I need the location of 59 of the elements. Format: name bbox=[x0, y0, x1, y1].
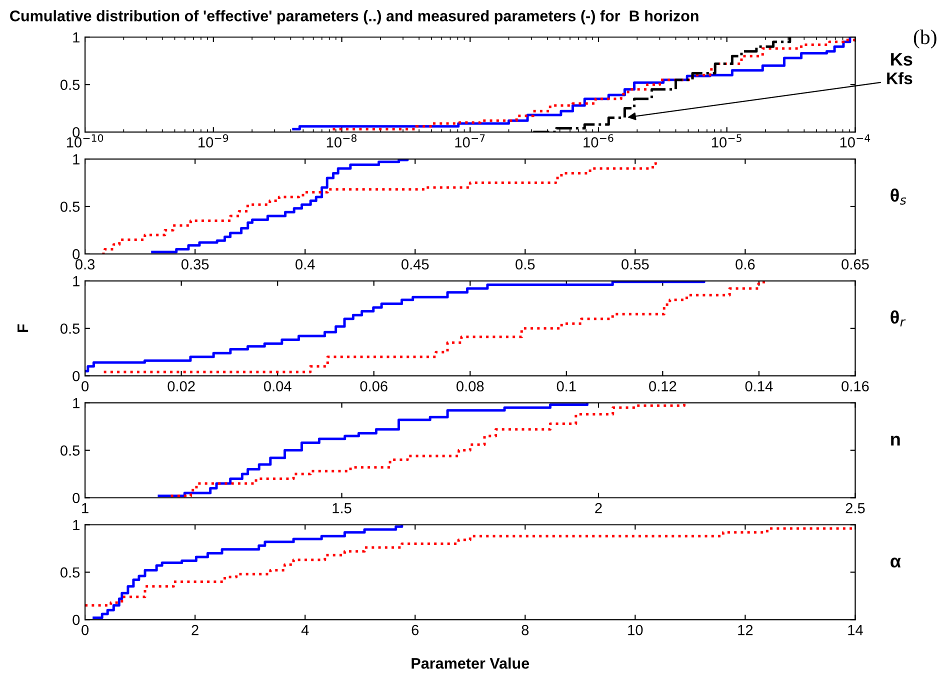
x-tick-label: 1.5 bbox=[332, 503, 352, 514]
x-tick-label: 8 bbox=[522, 624, 529, 636]
x-tick-label: 4 bbox=[301, 625, 309, 636]
x-tick-label: 10$^{−4}$ bbox=[840, 134, 870, 148]
x-tick-label: 0.5 bbox=[516, 259, 535, 270]
x-tick-label: 0.6 bbox=[736, 259, 755, 270]
x-tick-label: 0.45 bbox=[402, 259, 429, 270]
chart-title: Cumulative distribution of 'effective' parameters (..) and measured parameters (-) for B horizon bbox=[10, 10, 698, 24]
text: α bbox=[890, 558, 901, 568]
x-tick-label: 0.04 bbox=[264, 381, 292, 392]
x-tick-label: 0.14 bbox=[745, 381, 773, 392]
x-tick-label: 0.4 bbox=[296, 259, 315, 270]
text: Ks bbox=[891, 53, 912, 66]
y-tick-label: 1 bbox=[73, 154, 80, 164]
x-tick-label: 0 bbox=[82, 624, 89, 636]
x-tick-label: 0.55 bbox=[622, 259, 649, 270]
y-tick-label: 1 bbox=[73, 520, 80, 530]
x-tick-label: 0.08 bbox=[456, 381, 484, 392]
x-tick-label: 0.1 bbox=[556, 381, 576, 392]
y-tick-label: 1 bbox=[73, 32, 80, 42]
y-tick-label: 0.5 bbox=[60, 323, 80, 334]
y-axis-title: F bbox=[18, 324, 28, 332]
x-tick-label: 0.06 bbox=[360, 381, 388, 392]
y-tick-label: 0 bbox=[72, 249, 80, 260]
x-tick-label: 6 bbox=[412, 624, 419, 636]
x-axis-title: Parameter Value bbox=[412, 658, 530, 669]
x-tick-label: 0.35 bbox=[181, 259, 209, 270]
x-tick-label: 0.3 bbox=[75, 259, 95, 270]
x-tick-label: 2 bbox=[595, 502, 602, 514]
y-tick-label: 0.5 bbox=[60, 80, 80, 90]
y-tick-label: 0 bbox=[72, 492, 80, 504]
y-tick-label: 0.5 bbox=[60, 567, 80, 578]
x-tick-label: 2.5 bbox=[846, 502, 865, 514]
text: (b) bbox=[914, 30, 936, 48]
x-tick-label: 10$^{−7}$ bbox=[455, 134, 485, 148]
x-tick-label: 0.16 bbox=[842, 381, 869, 392]
y-tick-label: 0 bbox=[72, 614, 80, 626]
y-tick-label: 1 bbox=[73, 398, 80, 408]
x-tick-label: 10$^{−6}$ bbox=[584, 134, 614, 148]
x-tick-label: 2 bbox=[192, 624, 198, 636]
x-tick-label: 0.65 bbox=[842, 259, 869, 270]
y-tick-label: 0.5 bbox=[60, 202, 80, 212]
x-tick-label: 14 bbox=[848, 625, 863, 636]
x-tick-label: 10$^{−8}$ bbox=[326, 134, 357, 148]
x-tick-label: 0.12 bbox=[649, 381, 676, 392]
annotation: Kfs bbox=[887, 72, 912, 84]
x-tick-label: 10$^{−5}$ bbox=[712, 134, 742, 148]
text: θ$_{r}$ bbox=[890, 310, 906, 326]
y-tick-label: 1 bbox=[73, 276, 80, 286]
text: n bbox=[891, 436, 900, 446]
y-tick-label: 0.5 bbox=[60, 445, 80, 456]
x-tick-label: 12 bbox=[738, 624, 753, 636]
x-tick-label: 0 bbox=[82, 381, 89, 392]
x-tick-label: 1 bbox=[82, 503, 88, 514]
text: θ$_{s}$ bbox=[890, 188, 906, 205]
x-tick-label: 0.02 bbox=[168, 381, 195, 392]
x-tick-label: 10 bbox=[628, 624, 643, 636]
x-tick-label: 10$^{−9}$ bbox=[198, 134, 228, 148]
y-tick-label: 0 bbox=[72, 370, 80, 382]
